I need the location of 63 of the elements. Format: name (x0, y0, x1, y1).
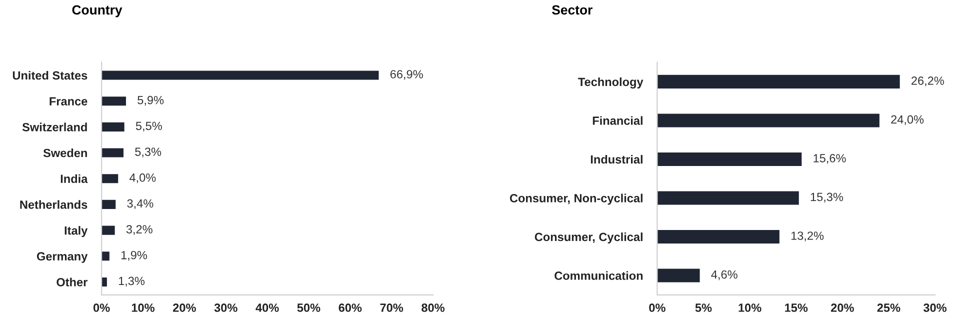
bar (657, 152, 802, 166)
data-label: 26,2% (912, 76, 944, 86)
bar (102, 200, 116, 209)
bar (657, 191, 799, 205)
x-tick-label: 0% (649, 304, 666, 312)
bar (102, 174, 118, 184)
data-label: 5,9% (138, 96, 164, 106)
bar (657, 74, 900, 88)
data-label: 1,9% (121, 250, 148, 261)
data-label: 13,2% (791, 232, 824, 242)
x-tick-label: 20% (830, 304, 854, 312)
data-label: 3,2% (126, 225, 152, 235)
y-tick-label: Financial (592, 116, 642, 125)
bar (102, 70, 379, 80)
data-label: 24,0% (891, 115, 924, 126)
data-label: 3,4% (127, 199, 154, 210)
bar (657, 268, 700, 282)
y-tick-label: India (60, 174, 88, 184)
x-tick-label: 30% (214, 304, 238, 312)
y-tick-label: Italy (64, 226, 88, 238)
y-tick-label: Sweden (43, 148, 87, 158)
x-tick-label: 40% (256, 304, 279, 312)
bar (102, 277, 107, 286)
x-tick-label: 0% (93, 304, 110, 312)
bar (657, 114, 880, 128)
bar (102, 148, 124, 158)
x-tick-label: 25% (877, 304, 900, 312)
y-tick-label: France (50, 97, 88, 106)
y-tick-label: United States (12, 70, 88, 80)
data-label: 1,3% (118, 276, 145, 287)
y-tick-label: Consumer, Non-cyclical (510, 194, 642, 205)
bar (102, 226, 115, 235)
x-tick-label: 60% (338, 304, 362, 312)
data-label: 4,6% (711, 270, 738, 280)
chart-title: Country (72, 5, 122, 18)
y-tick-label: Consumer, Cyclical (534, 232, 642, 244)
y-tick-label: Industrial (590, 154, 642, 164)
y-tick-label: Communication (554, 271, 643, 280)
y-tick-label: Netherlands (20, 200, 88, 209)
y-tick-label: Switzerland (22, 122, 87, 132)
y-tick-label: Germany (36, 252, 88, 263)
chart-title: Sector (552, 5, 592, 15)
x-tick-label: 30% (923, 304, 947, 312)
data-label: 5,3% (135, 148, 162, 158)
x-tick-label: 5% (695, 304, 712, 312)
x-tick-label: 50% (297, 304, 320, 312)
x-tick-label: 20% (173, 304, 196, 312)
x-tick-label: 15% (785, 304, 808, 312)
bar (657, 230, 780, 244)
x-tick-label: 10% (738, 304, 762, 312)
data-label: 15,3% (810, 192, 844, 203)
data-label: 15,6% (814, 154, 846, 164)
x-tick-label: 70% (380, 304, 404, 312)
data-label: 4,0% (130, 173, 156, 184)
y-tick-label: Technology (578, 77, 644, 88)
data-label: 66,9% (390, 70, 423, 80)
x-tick-label: 10% (132, 304, 154, 312)
bar (102, 122, 124, 132)
bar (102, 96, 126, 106)
x-tick-label: 80% (422, 304, 445, 312)
bar (102, 252, 110, 261)
y-tick-label: Other (56, 278, 88, 286)
data-label: 5,5% (136, 122, 162, 132)
